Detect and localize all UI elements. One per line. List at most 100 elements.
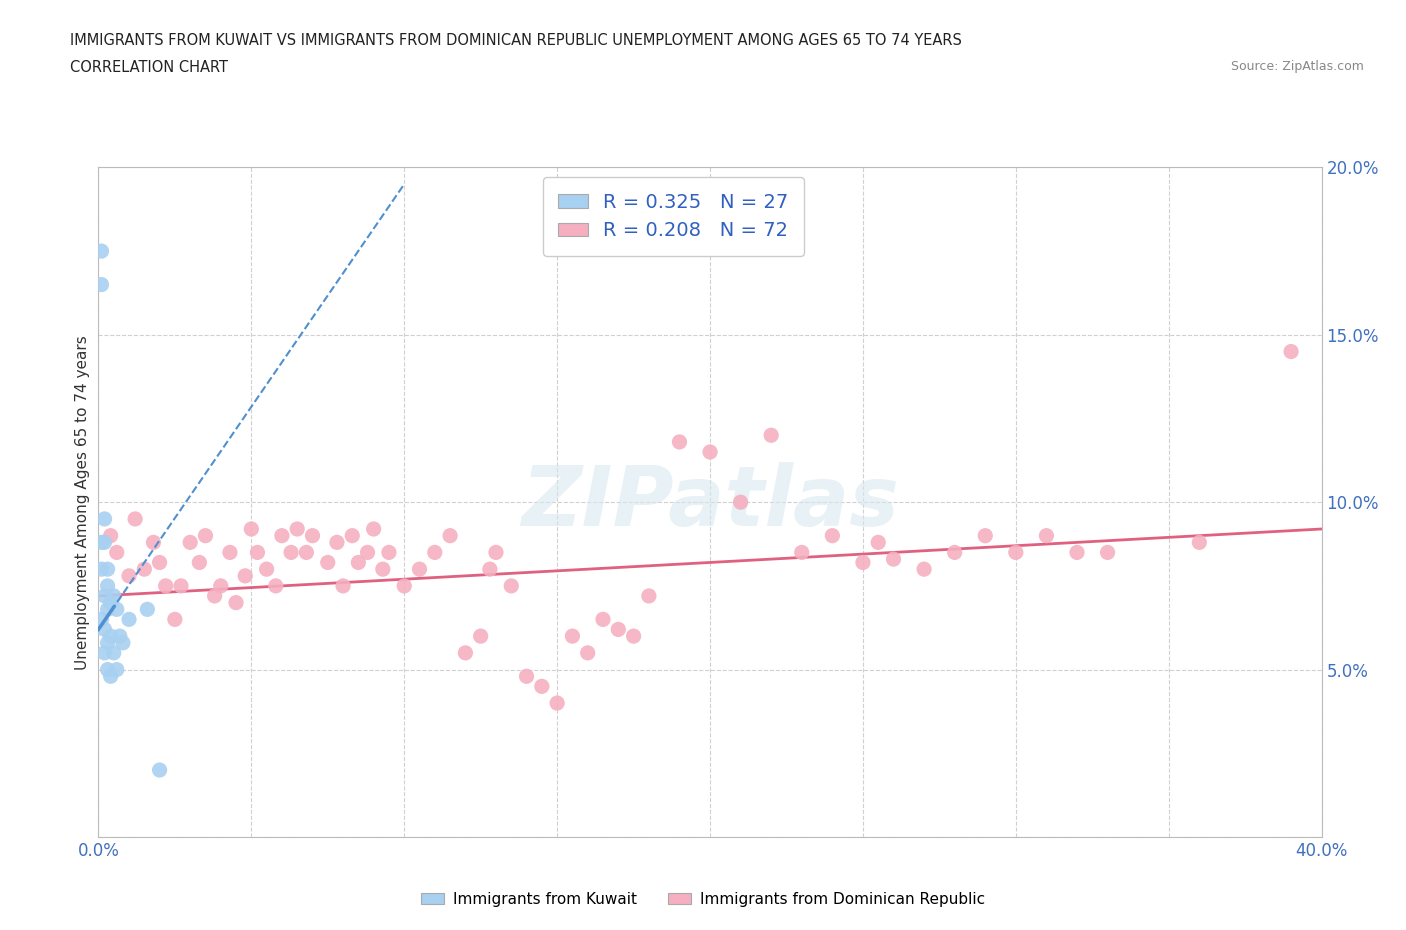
- Point: [155, 578, 177, 593]
- Point: [423, 545, 446, 560]
- Point: [97, 562, 120, 577]
- Point: [280, 545, 302, 560]
- Point: [100, 669, 122, 684]
- Point: [408, 562, 430, 577]
- Point: [439, 528, 461, 543]
- Point: [790, 545, 813, 560]
- Point: [1004, 545, 1026, 560]
- Point: [105, 602, 128, 617]
- Point: [852, 555, 875, 570]
- Point: [1097, 545, 1119, 560]
- Point: [103, 589, 125, 604]
- Point: [93, 589, 115, 604]
- Point: [90, 277, 112, 292]
- Point: [90, 562, 112, 577]
- Point: [209, 578, 232, 593]
- Point: [97, 635, 120, 650]
- Point: [607, 622, 630, 637]
- Point: [347, 555, 370, 570]
- Point: [912, 562, 935, 577]
- Point: [93, 535, 115, 550]
- Point: [97, 578, 120, 593]
- Point: [392, 578, 416, 593]
- Point: [332, 578, 354, 593]
- Point: [623, 629, 645, 644]
- Text: CORRELATION CHART: CORRELATION CHART: [70, 60, 228, 75]
- Point: [356, 545, 378, 560]
- Point: [136, 602, 159, 617]
- Point: [883, 551, 905, 566]
- Y-axis label: Unemployment Among Ages 65 to 74 years: Unemployment Among Ages 65 to 74 years: [75, 335, 90, 670]
- Point: [592, 612, 614, 627]
- Text: Source: ZipAtlas.com: Source: ZipAtlas.com: [1230, 60, 1364, 73]
- Point: [142, 535, 165, 550]
- Point: [149, 555, 172, 570]
- Point: [501, 578, 523, 593]
- Point: [326, 535, 349, 550]
- Text: IMMIGRANTS FROM KUWAIT VS IMMIGRANTS FROM DOMINICAN REPUBLIC UNEMPLOYMENT AMONG : IMMIGRANTS FROM KUWAIT VS IMMIGRANTS FRO…: [70, 33, 962, 47]
- Legend: R = 0.325   N = 27, R = 0.208   N = 72: R = 0.325 N = 27, R = 0.208 N = 72: [543, 177, 804, 256]
- Point: [111, 635, 134, 650]
- Point: [637, 589, 661, 604]
- Point: [97, 602, 120, 617]
- Point: [1188, 535, 1211, 550]
- Point: [285, 522, 308, 537]
- Point: [363, 522, 385, 537]
- Point: [371, 562, 394, 577]
- Point: [93, 512, 115, 526]
- Point: [246, 545, 269, 560]
- Point: [194, 528, 217, 543]
- Point: [170, 578, 193, 593]
- Point: [295, 545, 318, 560]
- Point: [668, 434, 690, 449]
- Point: [342, 528, 364, 543]
- Point: [546, 696, 568, 711]
- Point: [478, 562, 501, 577]
- Point: [108, 629, 131, 644]
- Point: [93, 645, 115, 660]
- Point: [316, 555, 339, 570]
- Point: [561, 629, 583, 644]
- Point: [105, 662, 128, 677]
- Point: [240, 522, 263, 537]
- Point: [97, 662, 120, 677]
- Point: [699, 445, 721, 459]
- Point: [93, 622, 115, 637]
- Point: [1035, 528, 1057, 543]
- Point: [943, 545, 966, 560]
- Point: [256, 562, 278, 577]
- Point: [105, 545, 128, 560]
- Point: [730, 495, 752, 510]
- Point: [1279, 344, 1302, 359]
- Point: [100, 595, 122, 610]
- Point: [1066, 545, 1088, 560]
- Point: [868, 535, 890, 550]
- Point: [100, 528, 122, 543]
- Point: [179, 535, 201, 550]
- Point: [759, 428, 782, 443]
- Point: [90, 612, 112, 627]
- Point: [470, 629, 492, 644]
- Point: [485, 545, 508, 560]
- Point: [264, 578, 287, 593]
- Point: [134, 562, 156, 577]
- Point: [103, 645, 125, 660]
- Point: [90, 244, 112, 259]
- Point: [233, 568, 256, 583]
- Point: [974, 528, 997, 543]
- Legend: Immigrants from Kuwait, Immigrants from Dominican Republic: Immigrants from Kuwait, Immigrants from …: [415, 886, 991, 913]
- Point: [516, 669, 538, 684]
- Point: [576, 645, 599, 660]
- Point: [188, 555, 211, 570]
- Point: [301, 528, 323, 543]
- Point: [118, 612, 141, 627]
- Point: [149, 763, 172, 777]
- Point: [90, 535, 112, 550]
- Point: [225, 595, 247, 610]
- Point: [124, 512, 146, 526]
- Point: [163, 612, 186, 627]
- Point: [100, 629, 122, 644]
- Point: [204, 589, 226, 604]
- Point: [219, 545, 242, 560]
- Text: ZIPatlas: ZIPatlas: [522, 461, 898, 543]
